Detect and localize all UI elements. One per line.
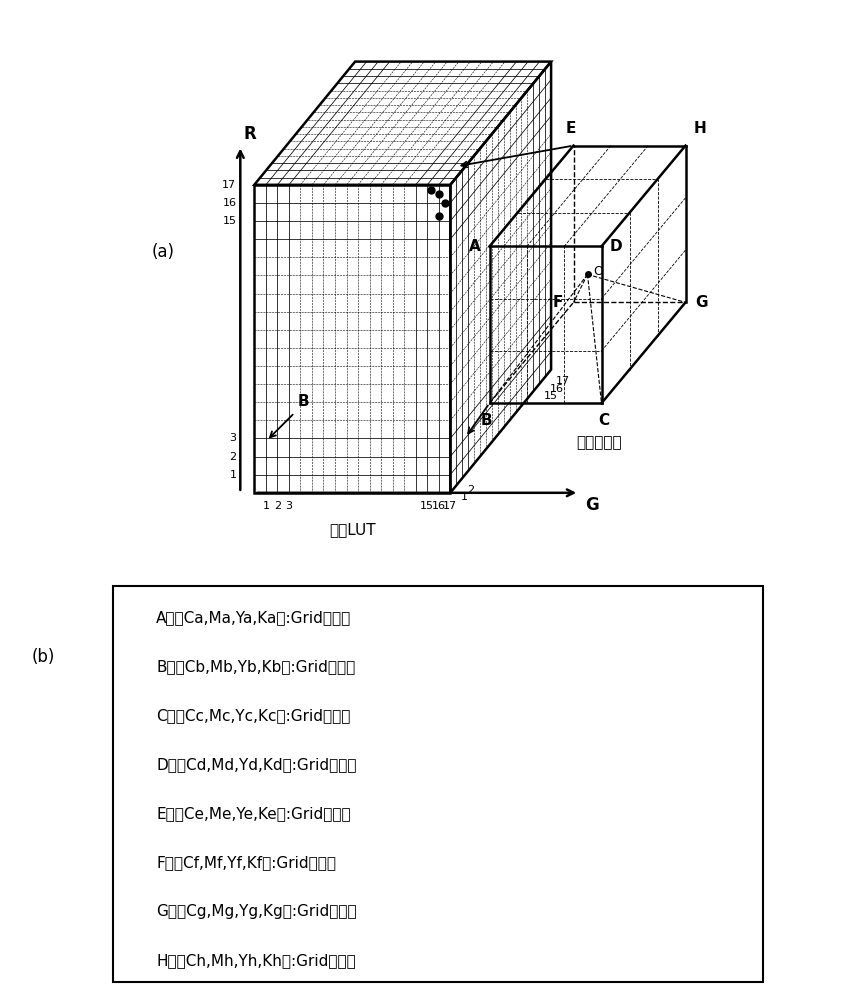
Text: D: D (610, 239, 623, 254)
Text: 17: 17 (443, 501, 458, 511)
Text: A: A (469, 239, 481, 254)
Text: B点（Cb,Mb,Yb,Kb）:Grid上的点: B点（Cb,Mb,Yb,Kb）:Grid上的点 (156, 659, 355, 674)
Text: 1: 1 (460, 492, 467, 502)
Text: 16: 16 (222, 198, 237, 208)
Text: 15: 15 (222, 216, 237, 226)
Text: F点（Cf,Mf,Yf,Kf）:Grid上的点: F点（Cf,Mf,Yf,Kf）:Grid上的点 (156, 855, 336, 870)
Text: 15: 15 (420, 501, 434, 511)
Text: F: F (553, 295, 564, 310)
Text: (a): (a) (152, 243, 175, 261)
Text: O: O (593, 265, 603, 278)
Text: 3: 3 (230, 433, 237, 443)
Text: C点（Cc,Mc,Yc,Kc）:Grid上的点: C点（Cc,Mc,Yc,Kc）:Grid上的点 (156, 708, 350, 723)
Text: 2: 2 (274, 501, 281, 511)
Text: G: G (695, 295, 708, 310)
Text: A点（Ca,Ma,Ya,Ka）:Grid上的点: A点（Ca,Ma,Ya,Ka）:Grid上的点 (156, 610, 351, 625)
Text: B: B (481, 413, 492, 428)
Text: 2: 2 (466, 485, 473, 495)
Text: G点（Cg,Mg,Yg,Kg）:Grid上的点: G点（Cg,Mg,Yg,Kg）:Grid上的点 (156, 904, 356, 919)
Text: 1: 1 (263, 501, 270, 511)
Text: E: E (565, 121, 576, 136)
Text: C: C (599, 413, 610, 428)
Text: H: H (694, 121, 707, 136)
Text: 17: 17 (222, 180, 237, 190)
Text: 三维LUT: 三维LUT (329, 522, 375, 537)
FancyBboxPatch shape (113, 586, 763, 982)
Text: 3: 3 (285, 501, 292, 511)
Text: (b): (b) (32, 648, 55, 666)
Text: 2: 2 (229, 452, 237, 462)
Text: B: B (298, 394, 310, 409)
Text: E点（Ce,Me,Ye,Ke）:Grid上的点: E点（Ce,Me,Ye,Ke）:Grid上的点 (156, 806, 350, 821)
Text: H点（Ch,Mh,Yh,Kh）:Grid上的点: H点（Ch,Mh,Yh,Kh）:Grid上的点 (156, 953, 355, 968)
Text: 16: 16 (432, 501, 446, 511)
Text: 17: 17 (556, 376, 570, 386)
Text: D点（Cd,Md,Yd,Kd）:Grid上的点: D点（Cd,Md,Yd,Kd）:Grid上的点 (156, 757, 356, 772)
Text: 1: 1 (230, 470, 237, 480)
Text: G: G (584, 496, 598, 514)
Text: 15: 15 (544, 391, 557, 401)
Text: 单位立方体: 单位立方体 (576, 435, 622, 450)
Text: 16: 16 (550, 384, 564, 394)
Text: R: R (243, 125, 256, 143)
